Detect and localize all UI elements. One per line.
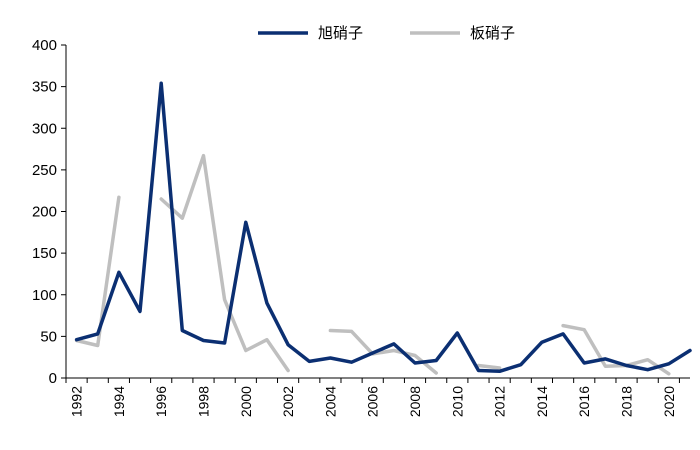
- y-tick-label: 350: [32, 79, 57, 96]
- y-tick-label: 50: [40, 328, 57, 345]
- legend-label: 板硝子: [470, 24, 515, 42]
- x-tick-label: 2000: [238, 386, 254, 417]
- x-tick-label: 2014: [534, 386, 550, 417]
- series-line-segment: [74, 81, 692, 374]
- x-tick-label: 2020: [661, 386, 677, 417]
- y-tick-label: 250: [32, 162, 57, 179]
- legend: 旭硝子 板硝子: [258, 24, 515, 42]
- x-tick-label: 2012: [492, 386, 508, 417]
- y-tick-label: 200: [32, 204, 57, 221]
- y-tick-label: 0: [49, 370, 57, 387]
- x-tick-label: 1996: [153, 386, 169, 417]
- series-layer: [74, 81, 692, 376]
- series-1: [74, 153, 671, 376]
- series-line-segment: [328, 328, 438, 375]
- series-line-segment: [476, 363, 502, 370]
- x-tick-label: 2018: [619, 386, 635, 417]
- x-tick-label: 2002: [280, 386, 296, 417]
- x-tick-label: 1998: [195, 386, 211, 417]
- series-0: [74, 81, 692, 374]
- x-tick-label: 2004: [322, 386, 338, 417]
- series-line-segment: [561, 323, 671, 376]
- x-tick-label: 2006: [365, 386, 381, 417]
- x-tick-label: 1994: [111, 386, 127, 417]
- legend-label: 旭硝子: [318, 24, 363, 42]
- y-tick-label: 300: [32, 120, 57, 137]
- x-tick-label: 1992: [69, 386, 85, 417]
- x-tick-label: 2010: [449, 386, 465, 417]
- x-tick-label: 2008: [407, 386, 423, 417]
- y-tick-label: 400: [32, 37, 57, 54]
- series-line-segment: [159, 153, 290, 373]
- series-line-segment: [74, 195, 121, 348]
- axes: 0 50 100 150 200 250 300 350 400 1992 1994 1996 1998…: [32, 37, 690, 417]
- y-tick-label: 100: [32, 287, 57, 304]
- y-tick-label: 150: [32, 245, 57, 262]
- x-tick-label: 2016: [576, 386, 592, 417]
